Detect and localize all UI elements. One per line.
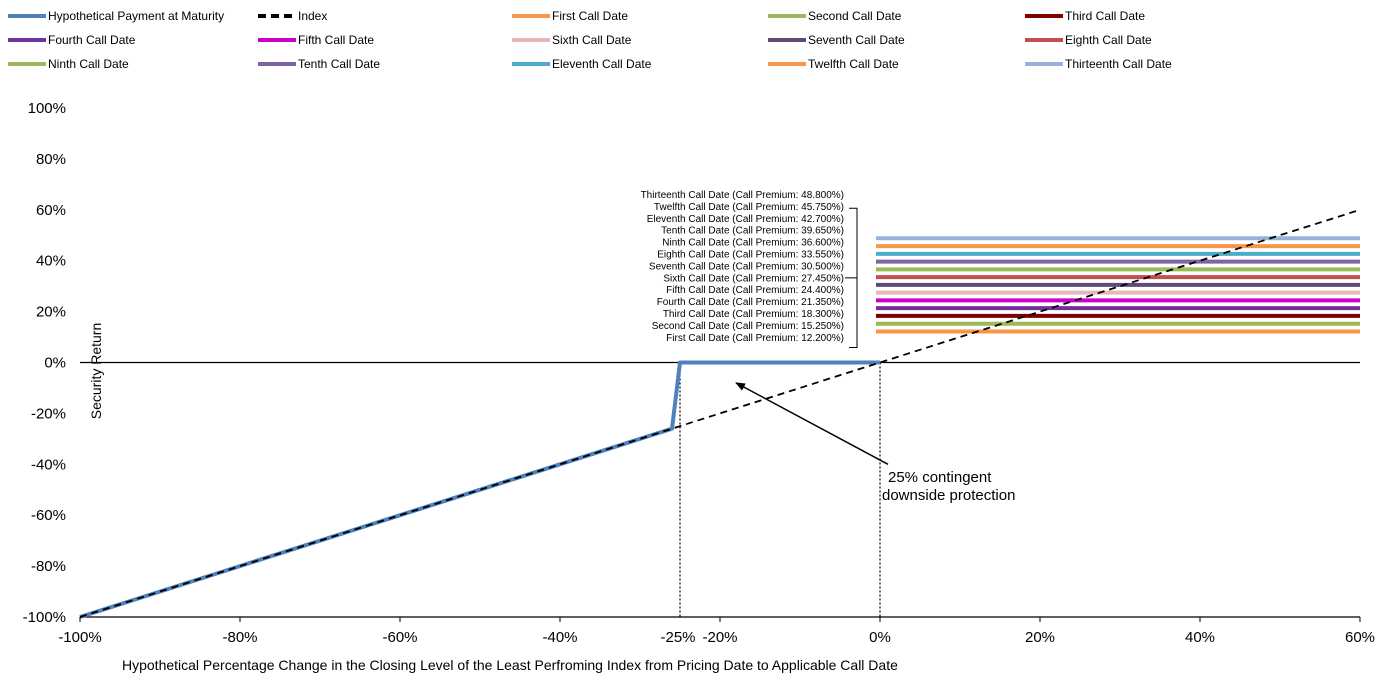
y-tick-label: 80% — [36, 151, 66, 168]
legend-label: Fifth Call Date — [298, 33, 374, 47]
call-date-premium-label: Twelfth Call Date (Call Premium: 45.750%… — [654, 202, 844, 213]
call-date-premium-label: Seventh Call Date (Call Premium: 30.500%… — [649, 261, 844, 272]
legend-label: Fourth Call Date — [48, 33, 136, 47]
y-tick-label: -80% — [31, 558, 66, 575]
legend-label: Eighth Call Date — [1065, 33, 1152, 47]
call-date-premium-label: First Call Date (Call Premium: 12.200%) — [666, 333, 844, 344]
x-tick-label: 0% — [869, 629, 891, 646]
index-line — [79, 208, 1361, 618]
x-tick-label: 60% — [1345, 629, 1375, 646]
x-axis-ticks: -100% -80% -60% -40% -20% 0% 20% 40% 60% -25% — [58, 629, 1375, 646]
call-date-premium-label: Eleventh Call Date (Call Premium: 42.700… — [647, 214, 844, 225]
legend-label: Seventh Call Date — [808, 33, 905, 47]
legend-label: Sixth Call Date — [552, 33, 632, 47]
payment-at-maturity-line — [79, 360, 880, 619]
legend: Hypothetical Payment at Maturity Index Fir… — [8, 9, 1172, 71]
y-axis-ticks: 100% 80% 60% 40% 20% 0% -20% -40% -60% -80% -100% — [23, 100, 66, 626]
y-tick-label: -100% — [23, 609, 66, 626]
call-date-premium-label: Third Call Date (Call Premium: 18.300%) — [663, 309, 844, 320]
annotation-arrow — [735, 382, 889, 465]
call-date-premium-label: Thirteenth Call Date (Call Premium: 48.8… — [641, 190, 844, 201]
call-date-premium-label: Fifth Call Date (Call Premium: 24.400%) — [666, 285, 844, 296]
y-tick-label: 20% — [36, 304, 66, 321]
legend-label: Ninth Call Date — [48, 57, 129, 71]
legend-label: Third Call Date — [1065, 9, 1145, 23]
y-tick-label: 40% — [36, 253, 66, 270]
legend-label: Tenth Call Date — [298, 57, 380, 71]
x-axis-title: Hypothetical Percentage Change in the Cl… — [122, 657, 898, 673]
x-tick-label: 20% — [1025, 629, 1055, 646]
call-date-premium-label: Ninth Call Date (Call Premium: 36.600%) — [662, 238, 844, 249]
call-date-premium-label: Eighth Call Date (Call Premium: 33.550%) — [657, 250, 844, 261]
x-tick-label: -40% — [542, 629, 577, 646]
y-tick-label: 0% — [44, 355, 66, 372]
x-tick-label: -60% — [382, 629, 417, 646]
plot-area: Thirteenth Call Date (Call Premium: 48.8… — [79, 190, 1361, 622]
y-tick-label: -60% — [31, 507, 66, 524]
y-tick-label: 60% — [36, 202, 66, 219]
x-tick-label: -100% — [58, 629, 101, 646]
call-date-premium-label: Fourth Call Date (Call Premium: 21.350%) — [657, 297, 844, 308]
x-tick-label: -20% — [702, 629, 737, 646]
y-axis-title: Security Return — [88, 323, 104, 419]
annotation-line-1: 25% contingent — [888, 469, 992, 486]
legend-label: Hypothetical Payment at Maturity — [48, 9, 224, 23]
legend-label: Thirteenth Call Date — [1065, 57, 1172, 71]
call-date-premium-label: Tenth Call Date (Call Premium: 39.650%) — [661, 226, 844, 237]
call-date-premium-label: Sixth Call Date (Call Premium: 27.450%) — [663, 273, 844, 284]
legend-label: Second Call Date — [808, 9, 902, 23]
legend-label: Eleventh Call Date — [552, 57, 652, 71]
y-tick-label: 100% — [28, 100, 66, 117]
x-tick-label-extra: -25% — [660, 629, 695, 646]
legend-label: Twelfth Call Date — [808, 57, 899, 71]
x-tick-label: -80% — [222, 629, 257, 646]
annotation-line-2: downside protection — [882, 487, 1015, 504]
legend-label: First Call Date — [552, 9, 628, 23]
x-tick-label: 40% — [1185, 629, 1215, 646]
call-date-premium-label: Second Call Date (Call Premium: 15.250%) — [652, 321, 844, 332]
y-tick-label: -40% — [31, 456, 66, 473]
legend-label: Index — [298, 9, 327, 23]
y-tick-label: -20% — [31, 405, 66, 422]
